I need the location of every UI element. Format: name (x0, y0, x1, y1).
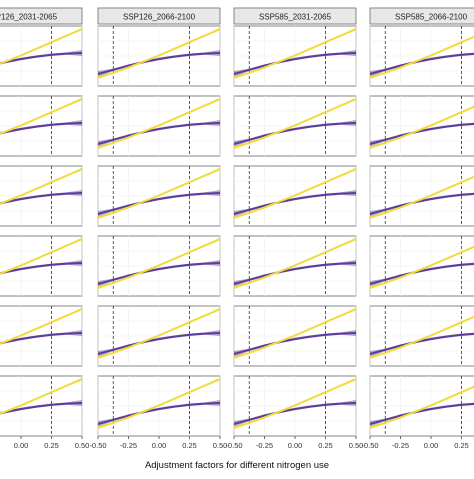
x-tick-label: -0.25 (120, 441, 137, 450)
x-tick-label: 0.00 (14, 441, 29, 450)
series-line (0, 308, 83, 345)
series-line (369, 105, 474, 149)
x-tick-label: -0.25 (256, 441, 273, 450)
x-tick-label: 0.25 (454, 441, 469, 450)
series-line (0, 28, 83, 65)
x-tick-label: 0.50 (75, 441, 90, 450)
series-line (369, 245, 474, 289)
series-line (0, 168, 83, 205)
series-line (97, 192, 221, 215)
x-tick-label: 0.00 (424, 441, 439, 450)
series-line (369, 402, 474, 425)
series-line (369, 122, 474, 145)
series-line (233, 262, 357, 285)
x-tick-label: 0.00 (288, 441, 303, 450)
panel-title: SSP585_2066-2100 (395, 13, 468, 22)
x-tick-label: 0.50 (349, 441, 364, 450)
x-tick-label: -0.25 (392, 441, 409, 450)
series-line (233, 308, 357, 359)
series-line (233, 238, 357, 289)
series-line (369, 192, 474, 215)
series-line (97, 52, 221, 75)
series-line (233, 332, 357, 355)
series-line (233, 122, 357, 145)
series-line (0, 122, 83, 135)
panel-strip (0, 7, 83, 25)
panel-strip (97, 7, 221, 25)
x-tick-label: 0.00 (152, 441, 167, 450)
series-line (233, 378, 357, 429)
series-line (97, 98, 221, 149)
series-line (0, 402, 83, 415)
series-line (97, 262, 221, 285)
series-line (0, 98, 83, 135)
x-tick-label: 0.25 (182, 441, 197, 450)
series-line (0, 262, 83, 275)
series-line (369, 52, 474, 75)
panel-strip (369, 7, 474, 25)
series-line (97, 402, 221, 425)
series-line (369, 35, 474, 79)
series-line (369, 332, 474, 355)
series-line (0, 192, 83, 205)
series-line (233, 168, 357, 219)
x-axis-label: Adjustment factors for different nitroge… (145, 460, 329, 471)
series-line (233, 52, 357, 75)
series-line (97, 168, 221, 219)
x-tick-label: -0.50 (89, 441, 106, 450)
series-line (0, 378, 83, 415)
series-line (0, 52, 83, 65)
series-line (233, 192, 357, 215)
series-line (369, 175, 474, 219)
panel-title: SSP126_2066-2100 (123, 13, 196, 22)
series-line (369, 385, 474, 429)
series-line (97, 28, 221, 79)
series-line (97, 378, 221, 429)
series-line (97, 238, 221, 289)
x-tick-label: -0.50 (361, 441, 378, 450)
series-line (97, 332, 221, 355)
series-line (233, 28, 357, 79)
series-line (97, 122, 221, 145)
x-tick-label: -0.50 (225, 441, 242, 450)
panel-strip (233, 7, 357, 25)
series-line (369, 262, 474, 285)
series-line (369, 315, 474, 359)
x-tick-label: 0.25 (44, 441, 59, 450)
x-tick-label: 0.25 (318, 441, 333, 450)
series-line (233, 98, 357, 149)
series-line (0, 238, 83, 275)
x-tick-label: 0.50 (213, 441, 228, 450)
series-line (97, 308, 221, 359)
series-line (233, 402, 357, 425)
panel-title: SSP585_2031-2065 (259, 13, 332, 22)
series-line (0, 332, 83, 345)
panel-title: SSP126_2031-2065 (0, 13, 58, 22)
